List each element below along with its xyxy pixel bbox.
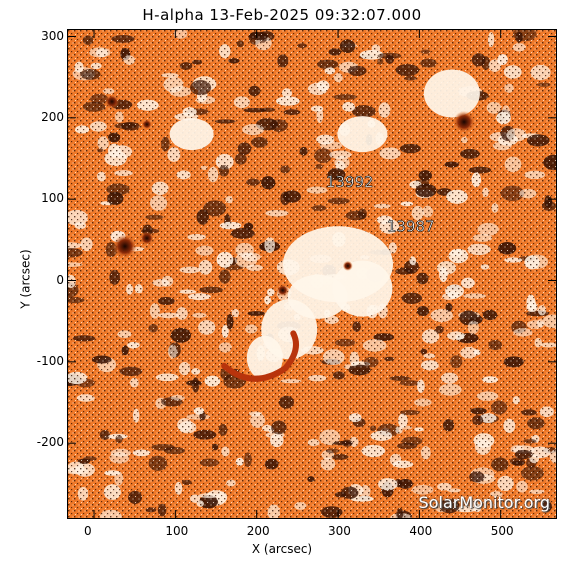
plage-region [246, 335, 283, 380]
y-axis-label: Y (arcsec) [18, 249, 33, 309]
sunspot [141, 119, 152, 130]
sunspot [453, 110, 476, 133]
x-tick-label: 100 [165, 524, 189, 538]
y-tick-label: 0 [56, 272, 64, 287]
image-title: H-alpha 13-Feb-2025 09:32:07.000 [142, 6, 422, 24]
watermark-solarmonitor: SolarMonitor.org [418, 493, 550, 512]
sunspot [276, 284, 289, 297]
x-tick-label: 500 [490, 524, 514, 538]
y-tick-label: 300 [41, 28, 64, 43]
y-tick-label: 100 [41, 191, 64, 206]
filament [221, 330, 299, 382]
x-tick-label: 300 [328, 524, 351, 538]
plage-region [337, 116, 388, 153]
plage-region [423, 69, 480, 118]
x-tick-label: 200 [246, 524, 270, 538]
sunspot [139, 231, 154, 246]
x-tick-label: 400 [409, 524, 433, 538]
plage-region [169, 118, 214, 151]
x-tick-label: 0 [84, 524, 92, 538]
plage-region [332, 260, 393, 317]
x-axis-label: X (arcsec) [251, 542, 313, 556]
sunspot [104, 94, 119, 109]
sunspot [342, 260, 353, 271]
y-tick-label: -200 [36, 435, 64, 450]
y-tick-label: 200 [41, 109, 64, 124]
region-label: 13992 [326, 173, 374, 191]
sunspot [112, 234, 137, 259]
solar-image: 13992 13987 [67, 29, 557, 519]
region-label: 13987 [387, 218, 435, 236]
y-tick-label: -100 [36, 353, 64, 368]
